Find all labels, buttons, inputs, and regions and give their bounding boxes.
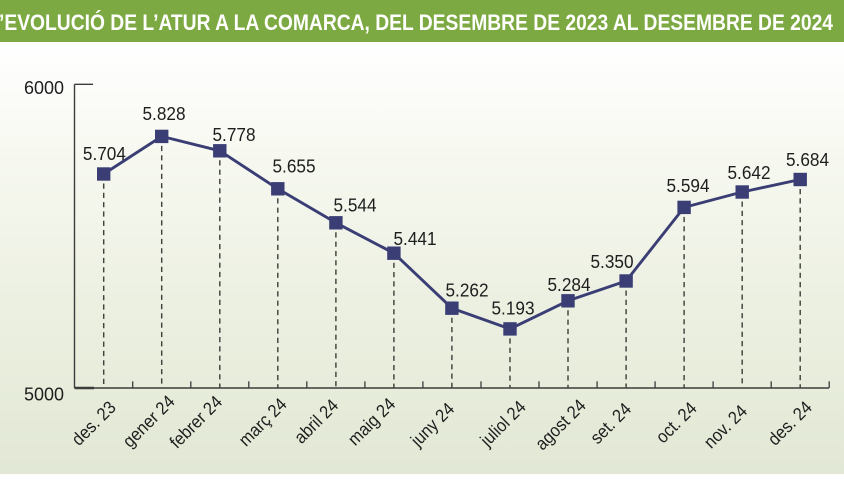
svg-text:5.441: 5.441 — [394, 228, 437, 249]
svg-text:5.193: 5.193 — [492, 298, 535, 319]
svg-text:5.655: 5.655 — [273, 156, 316, 177]
svg-text:5.828: 5.828 — [143, 103, 186, 124]
svg-text:5.778: 5.778 — [213, 124, 256, 145]
svg-text:5.284: 5.284 — [548, 274, 591, 295]
svg-text:5.704: 5.704 — [83, 143, 126, 164]
svg-text:5.350: 5.350 — [591, 251, 634, 272]
svg-text:5.642: 5.642 — [728, 162, 771, 183]
svg-text:’EVOLUCIÓ DE L’ATUR A LA COMAR: ’EVOLUCIÓ DE L’ATUR A LA COMARCA, DEL DE… — [0, 10, 833, 35]
svg-text:6000: 6000 — [24, 78, 64, 98]
svg-text:5.594: 5.594 — [667, 175, 710, 196]
svg-text:5000: 5000 — [24, 384, 64, 404]
svg-text:5.684: 5.684 — [786, 149, 829, 170]
svg-text:5.544: 5.544 — [334, 195, 377, 216]
svg-text:5.262: 5.262 — [446, 280, 489, 301]
